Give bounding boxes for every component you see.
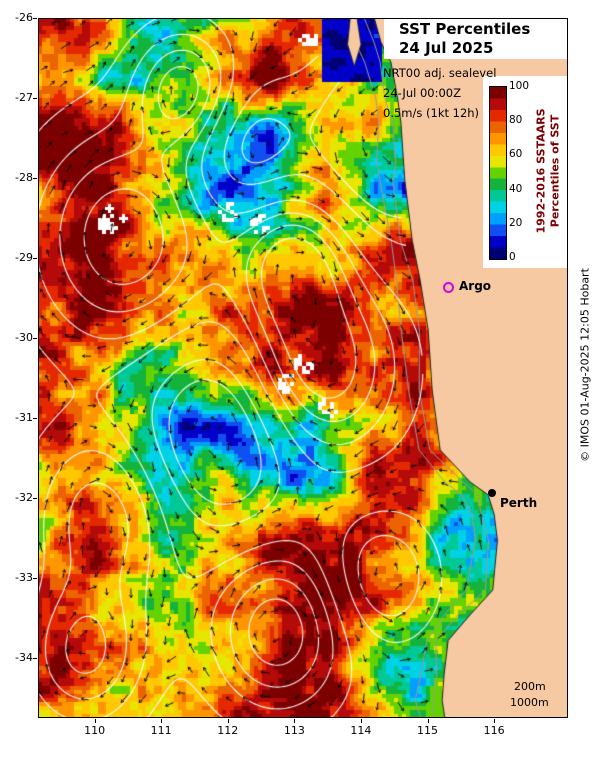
x-tick-mark bbox=[494, 719, 496, 723]
y-tick-mark bbox=[33, 338, 37, 339]
y-tick-label: -34 bbox=[15, 651, 33, 664]
x-tick-label: 113 bbox=[283, 724, 305, 737]
x-tick-mark bbox=[161, 719, 163, 723]
colorbar bbox=[489, 86, 507, 260]
y-tick-label: -27 bbox=[15, 91, 33, 104]
x-tick-label: 111 bbox=[150, 724, 172, 737]
colorbar-tick-label: 20 bbox=[509, 217, 523, 229]
y-tick-label: -29 bbox=[15, 251, 33, 264]
argo-float-marker bbox=[443, 282, 454, 293]
x-tick-label: 112 bbox=[217, 724, 239, 737]
colorbar-tick-label: 80 bbox=[509, 114, 523, 126]
colorbar-tick-label: 0 bbox=[509, 251, 516, 263]
y-tick-mark bbox=[33, 578, 37, 579]
x-tick-mark bbox=[360, 719, 362, 723]
colorbar-tick-label: 100 bbox=[509, 80, 530, 92]
perth-city-marker bbox=[488, 489, 496, 497]
x-tick-label: 114 bbox=[350, 724, 372, 737]
y-tick-mark bbox=[33, 258, 37, 259]
x-tick-mark bbox=[227, 719, 229, 723]
credit-text: © IMOS 01-Aug-2025 12:05 Hobart bbox=[578, 268, 592, 462]
x-tick-label: 116 bbox=[483, 724, 505, 737]
y-tick-label: -30 bbox=[15, 331, 33, 344]
colorbar-tick-label: 60 bbox=[509, 148, 523, 160]
title-backdrop bbox=[384, 19, 568, 59]
map-canvas bbox=[38, 18, 568, 718]
x-tick-mark bbox=[94, 719, 96, 723]
y-tick-label: -32 bbox=[15, 491, 33, 504]
x-tick-mark bbox=[427, 719, 429, 723]
y-tick-mark bbox=[33, 498, 37, 499]
colorbar-axis-label-line1: 1992-2016 SSTAARS bbox=[534, 108, 548, 234]
figure-date: 24 Jul 2025 bbox=[399, 39, 494, 57]
y-tick-label: -28 bbox=[15, 171, 33, 184]
y-tick-mark bbox=[33, 18, 37, 19]
y-tick-mark bbox=[33, 658, 37, 659]
info-velocity-scale: 0.5m/s (1kt 12h) bbox=[383, 106, 480, 120]
x-tick-label: 115 bbox=[417, 724, 438, 737]
x-tick-label: 110 bbox=[84, 724, 106, 737]
y-tick-mark bbox=[33, 418, 37, 419]
info-product-label: NRT00 adj. sealevel bbox=[383, 66, 497, 80]
colorbar-axis-label-line2: Percentiles of SST bbox=[548, 114, 562, 228]
x-tick-mark bbox=[294, 719, 296, 723]
y-tick-label: -26 bbox=[15, 11, 33, 24]
depth-label-200m: 200m bbox=[514, 680, 546, 693]
info-timestamp: 24-Jul 00:00Z bbox=[383, 86, 461, 100]
perth-label: Perth bbox=[500, 496, 538, 510]
y-tick-label: -33 bbox=[15, 571, 33, 584]
figure-title: SST Percentiles bbox=[399, 20, 531, 38]
y-tick-mark bbox=[33, 98, 37, 99]
colorbar-tick-label: 40 bbox=[509, 183, 523, 195]
y-tick-label: -31 bbox=[15, 411, 33, 424]
depth-label-1000m: 1000m bbox=[510, 696, 549, 709]
argo-label: Argo bbox=[459, 279, 492, 293]
y-tick-mark bbox=[33, 178, 37, 179]
